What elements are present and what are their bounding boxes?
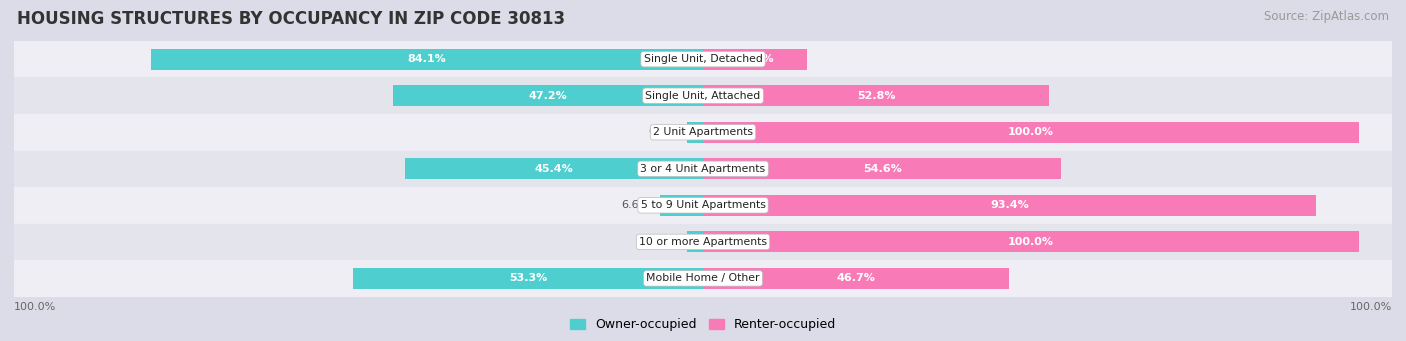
Bar [394, 85, 703, 106]
Text: Source: ZipAtlas.com: Source: ZipAtlas.com [1264, 10, 1389, 23]
Bar [703, 231, 1360, 252]
Text: 0.0%: 0.0% [648, 237, 676, 247]
Text: 46.7%: 46.7% [837, 273, 876, 283]
Text: HOUSING STRUCTURES BY OCCUPANCY IN ZIP CODE 30813: HOUSING STRUCTURES BY OCCUPANCY IN ZIP C… [17, 10, 565, 28]
Text: Mobile Home / Other: Mobile Home / Other [647, 273, 759, 283]
Text: 84.1%: 84.1% [408, 54, 447, 64]
Text: 3 or 4 Unit Apartments: 3 or 4 Unit Apartments [641, 164, 765, 174]
Text: 47.2%: 47.2% [529, 91, 568, 101]
Bar [703, 49, 807, 70]
Bar [703, 268, 1010, 289]
Text: 0.0%: 0.0% [648, 127, 676, 137]
Text: 6.6%: 6.6% [621, 200, 650, 210]
Text: 54.6%: 54.6% [863, 164, 901, 174]
Text: 10 or more Apartments: 10 or more Apartments [638, 237, 768, 247]
Bar [703, 85, 1049, 106]
Bar [14, 150, 1392, 187]
Text: 52.8%: 52.8% [858, 91, 896, 101]
Text: 15.9%: 15.9% [735, 54, 775, 64]
Text: 100.0%: 100.0% [1008, 237, 1054, 247]
Bar [686, 231, 703, 252]
Text: 100.0%: 100.0% [14, 302, 56, 312]
Text: 2 Unit Apartments: 2 Unit Apartments [652, 127, 754, 137]
Bar [14, 41, 1392, 77]
Text: 5 to 9 Unit Apartments: 5 to 9 Unit Apartments [641, 200, 765, 210]
Text: Single Unit, Detached: Single Unit, Detached [644, 54, 762, 64]
Bar [14, 260, 1392, 297]
Bar [659, 195, 703, 216]
Bar [703, 158, 1062, 179]
Text: 93.4%: 93.4% [990, 200, 1029, 210]
Bar [14, 77, 1392, 114]
Text: 100.0%: 100.0% [1350, 302, 1392, 312]
Bar [405, 158, 703, 179]
Bar [703, 122, 1360, 143]
Bar [703, 195, 1316, 216]
Text: Single Unit, Attached: Single Unit, Attached [645, 91, 761, 101]
Text: 45.4%: 45.4% [534, 164, 574, 174]
Bar [14, 224, 1392, 260]
Bar [14, 187, 1392, 224]
Legend: Owner-occupied, Renter-occupied: Owner-occupied, Renter-occupied [565, 313, 841, 336]
Text: 100.0%: 100.0% [1008, 127, 1054, 137]
Bar [152, 49, 703, 70]
Text: 53.3%: 53.3% [509, 273, 547, 283]
Bar [353, 268, 703, 289]
Bar [686, 122, 703, 143]
Bar [14, 114, 1392, 150]
